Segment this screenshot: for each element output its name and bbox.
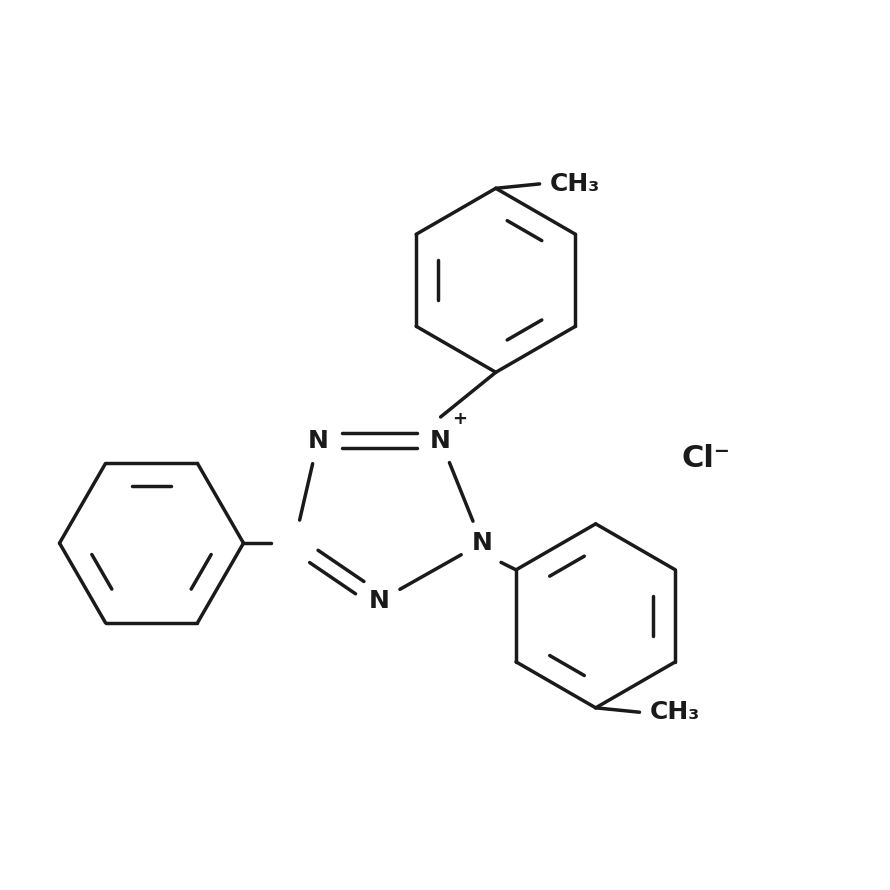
Text: N: N xyxy=(308,429,328,453)
Text: N: N xyxy=(368,589,390,613)
Text: +: + xyxy=(452,409,467,428)
Text: CH₃: CH₃ xyxy=(650,700,700,724)
Text: N: N xyxy=(430,429,451,453)
Text: N: N xyxy=(472,531,492,555)
Text: Cl⁻: Cl⁻ xyxy=(682,443,731,473)
Text: CH₃: CH₃ xyxy=(550,172,601,196)
